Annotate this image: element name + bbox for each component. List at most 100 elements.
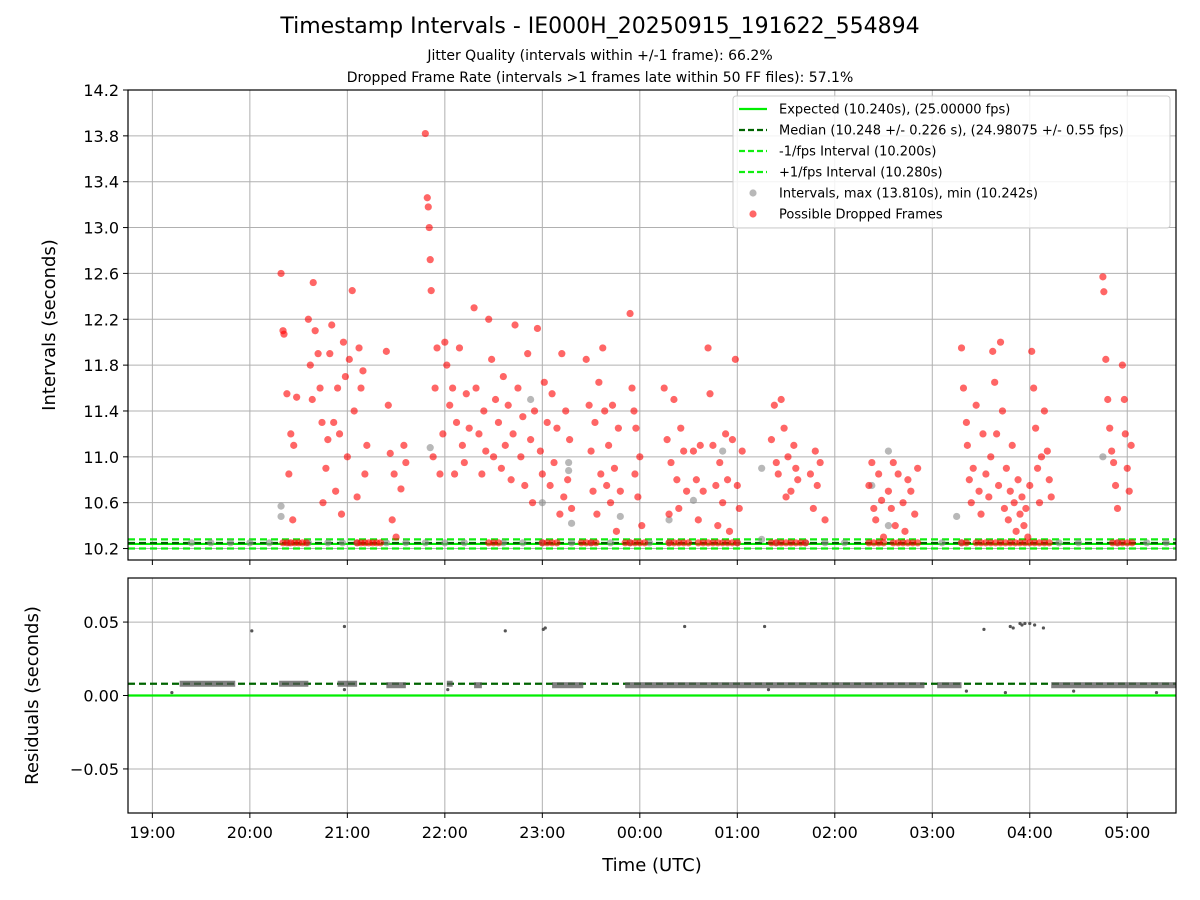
interval-point [402, 539, 410, 547]
dropped-frame-point [1012, 527, 1020, 535]
dropped-frame-point [631, 470, 639, 478]
chart-title: Timestamp Intervals - IE000H_20250915_19… [280, 14, 920, 39]
legend-dropped-label: Possible Dropped Frames [779, 208, 943, 223]
dropped-frame-point [1045, 539, 1053, 547]
dropped-frame-point [889, 458, 897, 467]
dropped-frame-point [712, 481, 720, 490]
dropped-frame-point [991, 378, 999, 386]
dropped-frame-point [521, 481, 529, 490]
dropped-frame-point [774, 470, 782, 478]
x-tick-label: 03:00 [909, 823, 955, 842]
dropped-frame-point [667, 458, 675, 467]
legend-intervals-swatch [749, 189, 757, 197]
dropped-frame-point [556, 510, 564, 518]
dropped-frame-point [767, 436, 776, 444]
interval-point [567, 519, 576, 527]
dropped-frame-point [550, 458, 558, 467]
dropped-frame-point [497, 464, 505, 472]
dropped-frame-point [314, 350, 322, 358]
dropped-frame-point [1016, 510, 1024, 518]
dropped-frame-point [480, 407, 488, 415]
dropped-frame-point [450, 470, 459, 478]
dropped-frame-point [319, 499, 327, 507]
residuals-y-tick-label: 0.05 [83, 613, 119, 632]
residual-point [1028, 621, 1032, 626]
dropped-frame-point [994, 481, 1003, 490]
residuals-y-axis-label: Residuals (seconds) [22, 606, 43, 785]
dropped-frame-point [1128, 539, 1136, 547]
intervals-y-tick-label: 13.0 [83, 219, 119, 238]
dropped-frame-point [348, 287, 356, 295]
dropped-frame-point [429, 453, 437, 461]
x-tick-label: 23:00 [519, 823, 565, 842]
dropped-frame-point [987, 453, 995, 461]
dropped-frame-point [821, 516, 829, 524]
dropped-frame-point [587, 447, 595, 455]
interval-point [565, 458, 573, 467]
dropped-frame-point [680, 447, 688, 455]
dropped-frame-point [1102, 355, 1110, 363]
dropped-frame-point [558, 350, 566, 358]
dropped-frame-point [689, 447, 698, 455]
residual-point [1041, 626, 1046, 630]
residual-point [543, 626, 547, 630]
intervals-y-tick-label: 10.6 [83, 494, 119, 513]
interval-point [277, 512, 285, 521]
dropped-frame-point [699, 487, 707, 495]
intervals-ticks: 10.2 10.6 11.0 11.4 11.8 12.2 12.6 13.0 13.4 13.8… [83, 81, 1128, 565]
dropped-frame-point [591, 418, 599, 427]
residuals-y-tick-label: −0.05 [70, 760, 119, 779]
dropped-frame-point [337, 510, 346, 518]
residual-point [1033, 623, 1037, 627]
interval-point [884, 447, 893, 455]
dropped-frame-point [436, 470, 444, 478]
dropped-frame-point [614, 424, 622, 432]
interval-point [821, 539, 829, 547]
dropped-frame-point [501, 441, 509, 449]
dropped-frame-point [424, 203, 432, 211]
dropped-frame-point [675, 504, 683, 513]
dropped-frame-point [517, 453, 525, 461]
interval-point [265, 539, 273, 547]
residual-band [446, 680, 453, 687]
dropped-frame-point [470, 304, 478, 312]
dropped-frame-point [402, 458, 410, 467]
dropped-frame-point [975, 487, 983, 495]
interval-point [565, 466, 573, 475]
x-tick-label: 05:00 [1104, 823, 1150, 842]
dropped-frame-point [491, 395, 500, 404]
residuals-panel: 19:00 20:00 21:00 22:00 23:00 00:00 01:00 02:00… [22, 577, 1177, 876]
dropped-frame-point [528, 499, 537, 507]
dropped-frame-point [1030, 384, 1038, 392]
x-tick-label: 21:00 [324, 823, 370, 842]
dropped-frame-point [589, 487, 597, 495]
dropped-frame-point [311, 327, 319, 335]
dropped-frame-point [993, 430, 1001, 438]
interval-point [460, 539, 468, 547]
dropped-frame-point [330, 418, 338, 427]
dropped-frame-point [548, 390, 556, 398]
residual-band [337, 680, 358, 687]
dropped-frame-point [585, 401, 593, 409]
dropped-frame-point [595, 378, 603, 386]
dropped-frame-point [318, 418, 326, 427]
dropped-frame-point [382, 347, 390, 355]
residual-band [1051, 682, 1176, 689]
dropped-frame-point [780, 424, 788, 432]
dropped-frame-point [452, 418, 461, 427]
interval-point [1074, 539, 1083, 547]
residual-band [386, 682, 406, 689]
dropped-frame-point [612, 527, 621, 535]
dropped-frame-point [794, 476, 802, 484]
dropped-frame-point [677, 424, 685, 432]
dropped-frame-point [1111, 481, 1120, 490]
interval-point [1162, 539, 1170, 547]
dropped-frame-point [1014, 476, 1022, 484]
dropped-frame-point [277, 269, 285, 278]
x-tick-label: 20:00 [227, 823, 273, 842]
dropped-frame-point [478, 470, 486, 478]
dropped-frame-point [704, 344, 712, 352]
intervals-y-axis-label: Intervals (seconds) [39, 239, 60, 411]
interval-point [953, 512, 961, 521]
dropped-frame-point [511, 321, 519, 329]
